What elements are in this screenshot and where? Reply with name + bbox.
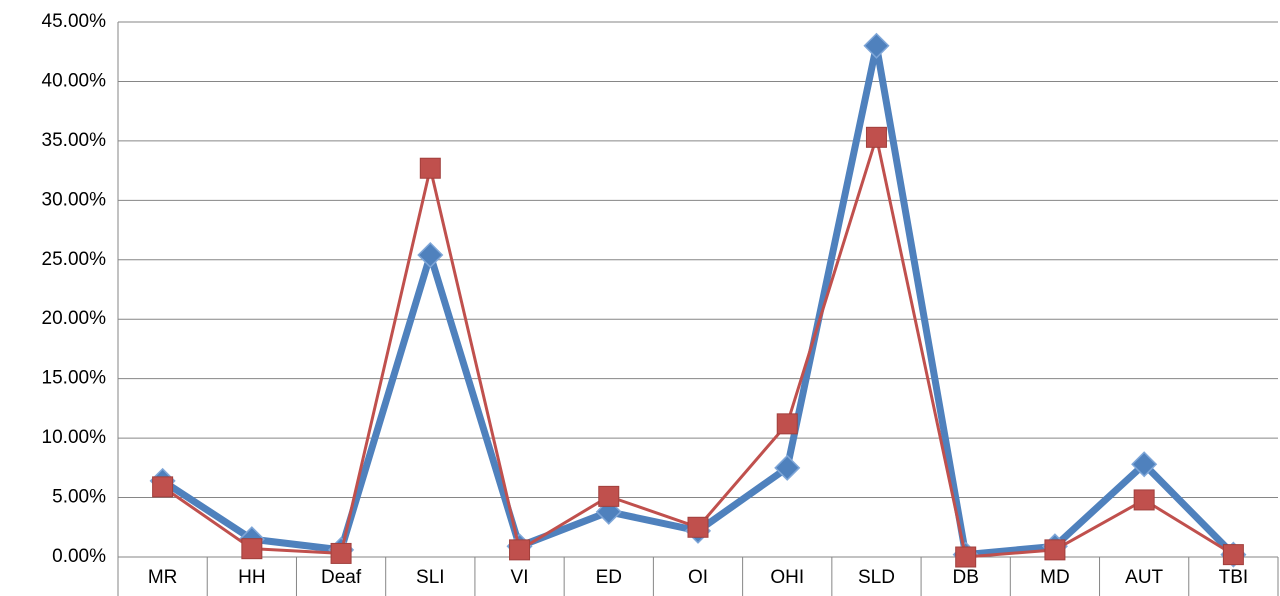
x-tick-label: VI [511,567,529,588]
x-tick-label: MD [1040,567,1070,588]
y-tick-label: 15.00% [42,368,107,389]
point-marker [687,516,709,538]
y-tick-label: 40.00% [42,70,107,91]
x-tick-label: AUT [1125,567,1163,588]
point-marker [598,485,620,507]
series-line [160,42,1236,559]
x-tick-label: Deaf [321,567,362,588]
x-tick-label: OHI [770,567,804,588]
y-tick-label: 35.00% [42,130,107,151]
point-marker [863,32,890,59]
y-tick-label: 0.00% [52,546,106,567]
point-marker [774,454,801,481]
point-marker [509,539,531,561]
x-tick-label: ED [596,567,622,588]
x-tick-label: MR [148,567,178,588]
x-tick-label: OI [688,567,708,588]
x-tick-label: TBI [1219,567,1249,588]
x-tick-label: SLD [858,567,895,588]
y-tick-label: 5.00% [52,487,106,508]
point-marker [330,542,352,564]
y-tick-label: 20.00% [42,308,107,329]
point-marker [1133,489,1155,511]
y-tick-label: 10.00% [42,427,107,448]
point-marker [417,241,444,269]
x-tick-label: DB [952,567,978,588]
y-tick-label: 25.00% [42,249,107,270]
y-tick-label: 30.00% [42,189,107,210]
point-marker [865,126,887,148]
point-marker [776,413,798,435]
point-marker [419,157,441,179]
point-marker [1222,544,1244,566]
x-tick-label: HH [238,567,265,588]
point-marker [152,476,174,498]
point-marker [1044,539,1066,561]
point-marker [955,546,977,568]
x-tick-label: SLI [416,567,445,588]
y-tick-label: 45.00% [42,11,107,32]
point-marker [1131,451,1158,478]
point-marker [241,538,263,560]
